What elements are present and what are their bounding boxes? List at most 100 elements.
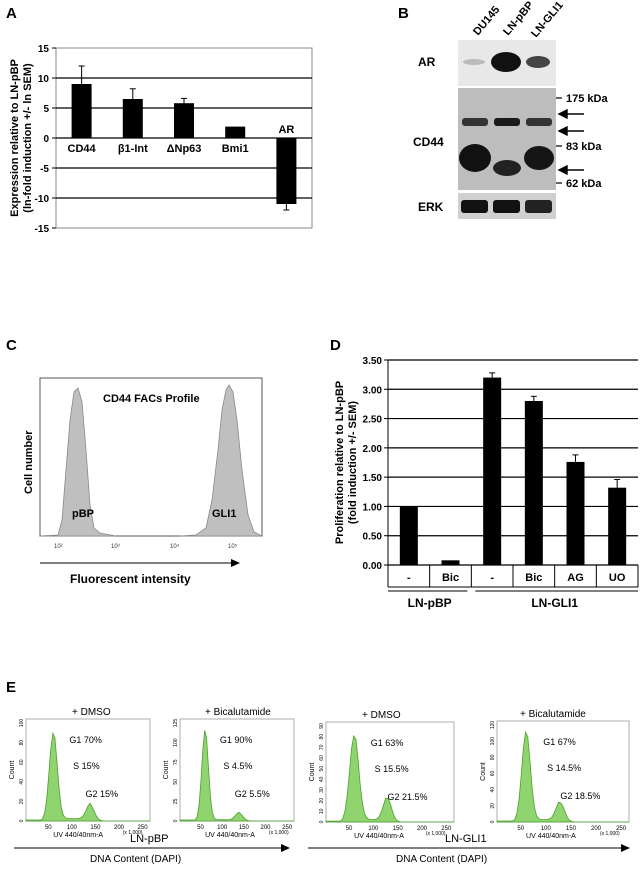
g1-label: G1 63% xyxy=(371,738,404,748)
group-label-ln-pbp: LN-pBP xyxy=(130,833,169,845)
g1-label: G1 70% xyxy=(69,735,102,745)
x-tick-label: 200 xyxy=(114,825,125,831)
axis-label-dna-right: DNA Content (DAPI) xyxy=(396,854,487,865)
band-ar-ln-gli1 xyxy=(526,56,550,68)
y-axis-label: Count xyxy=(9,761,16,780)
x-tick-label: 50 xyxy=(517,826,524,832)
facs-xtick: 10⁵ xyxy=(228,543,238,550)
y-axis-label: Expression relative to LN-pBP(ln-fold in… xyxy=(9,59,34,217)
y-axis-label: Proliferation relative to LN-pBP(fold in… xyxy=(334,381,359,544)
category-label: CD44 xyxy=(68,143,97,155)
bar xyxy=(276,138,297,204)
facs-xticks: 10² 10³ 10⁴ 10⁵ xyxy=(54,543,238,550)
y-axis-label: Count xyxy=(480,762,487,781)
y-tick-label: 25 xyxy=(173,798,179,804)
category-label: Bmi1 xyxy=(222,143,249,155)
x-tick-label: 50 xyxy=(45,825,52,831)
facs-peak-label-gli1: GLI1 xyxy=(212,508,236,520)
y-tick-label: 0.50 xyxy=(363,532,383,543)
plot-title: + Bicalutamide xyxy=(205,707,271,718)
facs-profile: CD44 FACs Profile pBP GLI1 Cell number 1… xyxy=(23,377,263,586)
y-tick-label: 3.50 xyxy=(363,356,383,367)
y-tick-label: 40 xyxy=(19,779,25,785)
row-label-cd44: CD44 xyxy=(413,135,444,149)
band-cd44-du145-lower xyxy=(459,144,491,172)
bar xyxy=(608,487,627,565)
x-tick-label: 250 xyxy=(282,825,293,831)
y-tick-label: 10 xyxy=(38,74,50,85)
s-label: S 14.5% xyxy=(547,763,581,773)
bar xyxy=(71,84,92,138)
band-erk-ln-pbp xyxy=(493,200,520,213)
x-axis-label: UV 440/40nm-A xyxy=(354,833,404,840)
group-label: LN-GLI1 xyxy=(531,596,578,610)
facs-xtick: 10⁴ xyxy=(170,543,180,550)
y-tick-label: 0 xyxy=(173,819,179,822)
arrow-icon xyxy=(281,844,290,852)
x-tick-label: 100 xyxy=(368,826,379,832)
g2-label: G2 18.5% xyxy=(560,791,600,801)
y-tick-label: 20 xyxy=(490,803,496,809)
dna-histogram xyxy=(25,731,150,822)
axis-label-dna-left: DNA Content (DAPI) xyxy=(90,854,181,865)
band-erk-ln-gli1 xyxy=(525,200,552,213)
band-ar-du145 xyxy=(463,59,485,65)
group-label: LN-pBP xyxy=(408,596,452,610)
marker-83: 83 kDa xyxy=(566,141,602,153)
marker-ticks xyxy=(556,97,562,184)
y-tick-label: 100 xyxy=(173,738,179,747)
panel-label-a: A xyxy=(6,5,17,22)
bar xyxy=(441,560,460,565)
y-tick-label: 60 xyxy=(490,771,496,777)
g1-label: G1 90% xyxy=(220,735,253,745)
x-axis-label: UV 440/40nm-A xyxy=(53,832,103,839)
x-tick-label: 250 xyxy=(441,826,452,832)
band-cd44-ln-gli1-upper xyxy=(526,118,552,126)
group-label-ln-gli1: LN-GLI1 xyxy=(445,833,487,845)
western-blot: DU145 LN-pBP LN-GLI1 AR CD44 175 kDa 83 … xyxy=(413,0,608,219)
y-tick-label: 0 xyxy=(19,819,25,822)
s-label: S 15.5% xyxy=(375,764,409,774)
facs-xtick: 10³ xyxy=(111,544,120,550)
dna-histogram xyxy=(496,730,629,823)
y-tick-label: 0 xyxy=(43,134,49,145)
y-tick-label: 90 xyxy=(319,723,325,729)
bar xyxy=(225,126,246,138)
cell-cycle-plot: + DMSO G1 70% S 15% G2 15% 0 20 40 60 80 100 Count… xyxy=(9,707,151,839)
x-tick-label: 50 xyxy=(197,825,204,831)
category-label: UO xyxy=(609,572,626,584)
y-tick-label: 80 xyxy=(319,734,325,740)
y-tick-label: 60 xyxy=(19,759,25,765)
category-label: Bic xyxy=(525,572,542,584)
marker-62: 62 kDa xyxy=(566,178,602,190)
y-axis-label: Count xyxy=(309,763,316,782)
y-tick-label: 60 xyxy=(319,755,325,761)
plot-title: + DMSO xyxy=(362,710,401,721)
category-label: AG xyxy=(567,572,584,584)
y-tick-label: 5 xyxy=(43,104,49,115)
y-tick-label: 1.00 xyxy=(363,502,383,513)
bar xyxy=(483,377,502,565)
x-tick-label: 100 xyxy=(541,826,552,832)
x-tick-label: 250 xyxy=(138,825,149,831)
y-tick-label: 10 xyxy=(319,808,325,814)
band-cd44-ln-pbp-upper xyxy=(494,118,520,126)
facs-peak-label-pbp: pBP xyxy=(72,508,94,520)
y-tick-label: 120 xyxy=(490,721,496,730)
y-tick-label: 50 xyxy=(173,779,179,785)
arrow-icon xyxy=(231,559,240,567)
x-axis-label: UV 440/40nm-A xyxy=(526,833,576,840)
group-axis-ln-gli1: LN-GLI1 DNA Content (DAPI) xyxy=(308,833,630,865)
y-tick-label: 30 xyxy=(319,787,325,793)
group-axis-ln-pbp: LN-pBP DNA Content (DAPI) xyxy=(14,833,290,865)
x-tick-label: 200 xyxy=(417,826,428,832)
y-axis-label: Count xyxy=(163,761,170,780)
cell-cycle-plot: + Bicalutamide G1 90% S 4.5% G2 5.5% 0 25 50 75… xyxy=(163,707,295,839)
facs-peak-gli1 xyxy=(179,384,263,537)
y-tick-label: 40 xyxy=(319,776,325,782)
facs-xlabel: Fluorescent intensity xyxy=(70,572,191,586)
row-label-ar: AR xyxy=(418,55,436,69)
